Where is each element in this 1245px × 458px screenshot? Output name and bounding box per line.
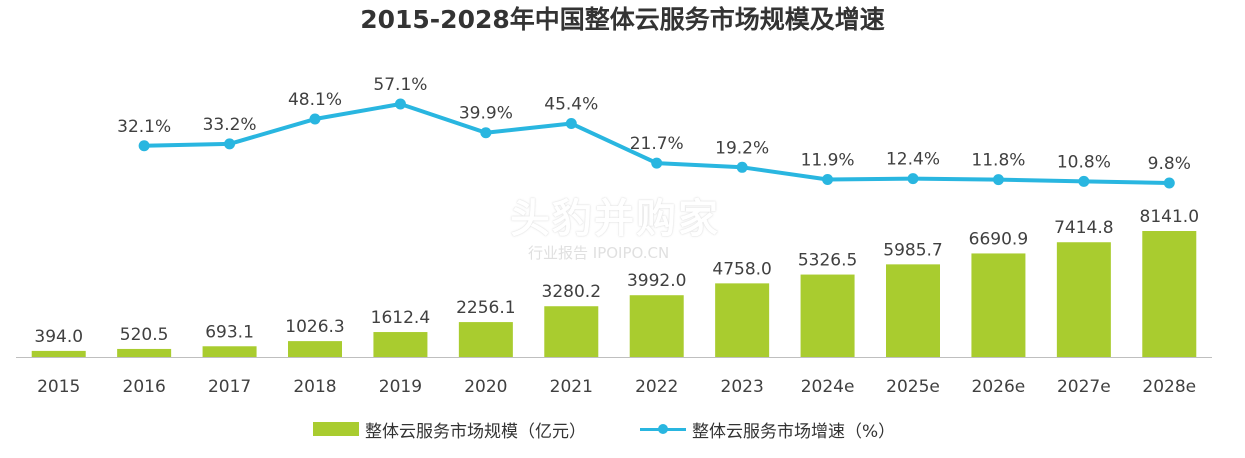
combo-chart: 394.0 2015 520.5 2016 693.1 2017 1026.3 2018 161… bbox=[16, 75, 1212, 397]
bar bbox=[117, 348, 172, 357]
bar bbox=[31, 350, 86, 357]
growth-value-label: 11.9% bbox=[801, 150, 855, 170]
legend-bar-label: 整体云服务市场规模（亿元） bbox=[365, 421, 586, 442]
bar-value-label: 5985.7 bbox=[883, 240, 942, 260]
growth-point bbox=[309, 113, 321, 125]
legend-line-label: 整体云服务市场增速（%） bbox=[692, 421, 896, 442]
bar-value-label: 3280.2 bbox=[542, 282, 601, 302]
growth-point bbox=[565, 118, 577, 130]
x-tick-label: 2023 bbox=[721, 377, 764, 397]
x-tick-label: 2018 bbox=[293, 377, 336, 397]
bar bbox=[800, 274, 855, 357]
growth-point bbox=[822, 173, 834, 185]
growth-value-label: 32.1% bbox=[117, 117, 171, 137]
growth-point bbox=[138, 140, 150, 152]
bar bbox=[971, 253, 1026, 357]
growth-value-label: 12.4% bbox=[886, 150, 940, 170]
bar bbox=[629, 295, 684, 357]
bar-value-label: 3992.0 bbox=[627, 271, 686, 291]
growth-point bbox=[1163, 177, 1175, 189]
bar-value-label: 7414.8 bbox=[1054, 218, 1113, 238]
growth-point bbox=[736, 161, 748, 173]
growth-value-label: 11.8% bbox=[971, 151, 1025, 171]
chart-title: 2015-2028年中国整体云服务市场规模及增速 bbox=[360, 5, 885, 34]
x-tick-label: 2015 bbox=[37, 377, 80, 397]
legend-item-bar: 整体云服务市场规模（亿元） bbox=[313, 412, 586, 446]
growth-value-label: 19.2% bbox=[715, 138, 769, 158]
bar-value-label: 2256.1 bbox=[456, 298, 515, 318]
growth-value-label: 33.2% bbox=[203, 115, 257, 135]
growth-point bbox=[394, 98, 406, 110]
x-tick-label: 2028e bbox=[1142, 377, 1196, 397]
x-tick-label: 2016 bbox=[123, 377, 166, 397]
bar bbox=[715, 283, 770, 357]
bar bbox=[373, 332, 428, 357]
x-tick-label: 2021 bbox=[550, 377, 593, 397]
bar bbox=[1142, 231, 1197, 357]
x-tick-label: 2017 bbox=[208, 377, 251, 397]
bar-value-label: 8141.0 bbox=[1140, 207, 1199, 227]
x-tick-label: 2027e bbox=[1057, 377, 1111, 397]
x-tick-label: 2024e bbox=[801, 377, 855, 397]
legend-line-swatch bbox=[640, 422, 686, 436]
growth-point bbox=[480, 127, 492, 139]
bar bbox=[458, 322, 513, 357]
bar-value-label: 693.1 bbox=[205, 322, 254, 342]
growth-value-label: 21.7% bbox=[630, 134, 684, 154]
legend-bar-swatch bbox=[313, 422, 359, 436]
bar bbox=[544, 306, 599, 357]
bar-value-label: 4758.0 bbox=[712, 259, 771, 279]
x-tick-label: 2025e bbox=[886, 377, 940, 397]
bar-value-label: 5326.5 bbox=[798, 251, 857, 271]
bar-value-label: 394.0 bbox=[34, 327, 83, 347]
x-tick-label: 2019 bbox=[379, 377, 422, 397]
bar bbox=[1056, 242, 1111, 357]
growth-value-label: 57.1% bbox=[373, 75, 427, 95]
growth-point bbox=[907, 173, 919, 185]
growth-point bbox=[651, 157, 663, 169]
x-tick-label: 2022 bbox=[635, 377, 678, 397]
bar bbox=[886, 264, 940, 357]
growth-value-label: 10.8% bbox=[1057, 152, 1111, 172]
growth-point bbox=[1078, 175, 1090, 187]
growth-point bbox=[224, 138, 236, 150]
growth-value-label: 39.9% bbox=[459, 104, 513, 124]
bar-value-label: 520.5 bbox=[120, 325, 169, 345]
legend-item-line: 整体云服务市场增速（%） bbox=[640, 412, 895, 446]
growth-point bbox=[992, 174, 1004, 186]
bar bbox=[202, 346, 257, 357]
bar-value-label: 1026.3 bbox=[285, 317, 344, 337]
bar bbox=[288, 341, 342, 357]
growth-value-label: 45.4% bbox=[544, 95, 598, 115]
growth-value-label: 9.8% bbox=[1148, 154, 1191, 174]
growth-value-label: 48.1% bbox=[288, 90, 342, 110]
x-tick-label: 2026e bbox=[972, 377, 1026, 397]
bar-value-label: 6690.9 bbox=[969, 229, 1028, 249]
bar-value-label: 1612.4 bbox=[371, 308, 430, 328]
x-tick-label: 2020 bbox=[464, 377, 507, 397]
